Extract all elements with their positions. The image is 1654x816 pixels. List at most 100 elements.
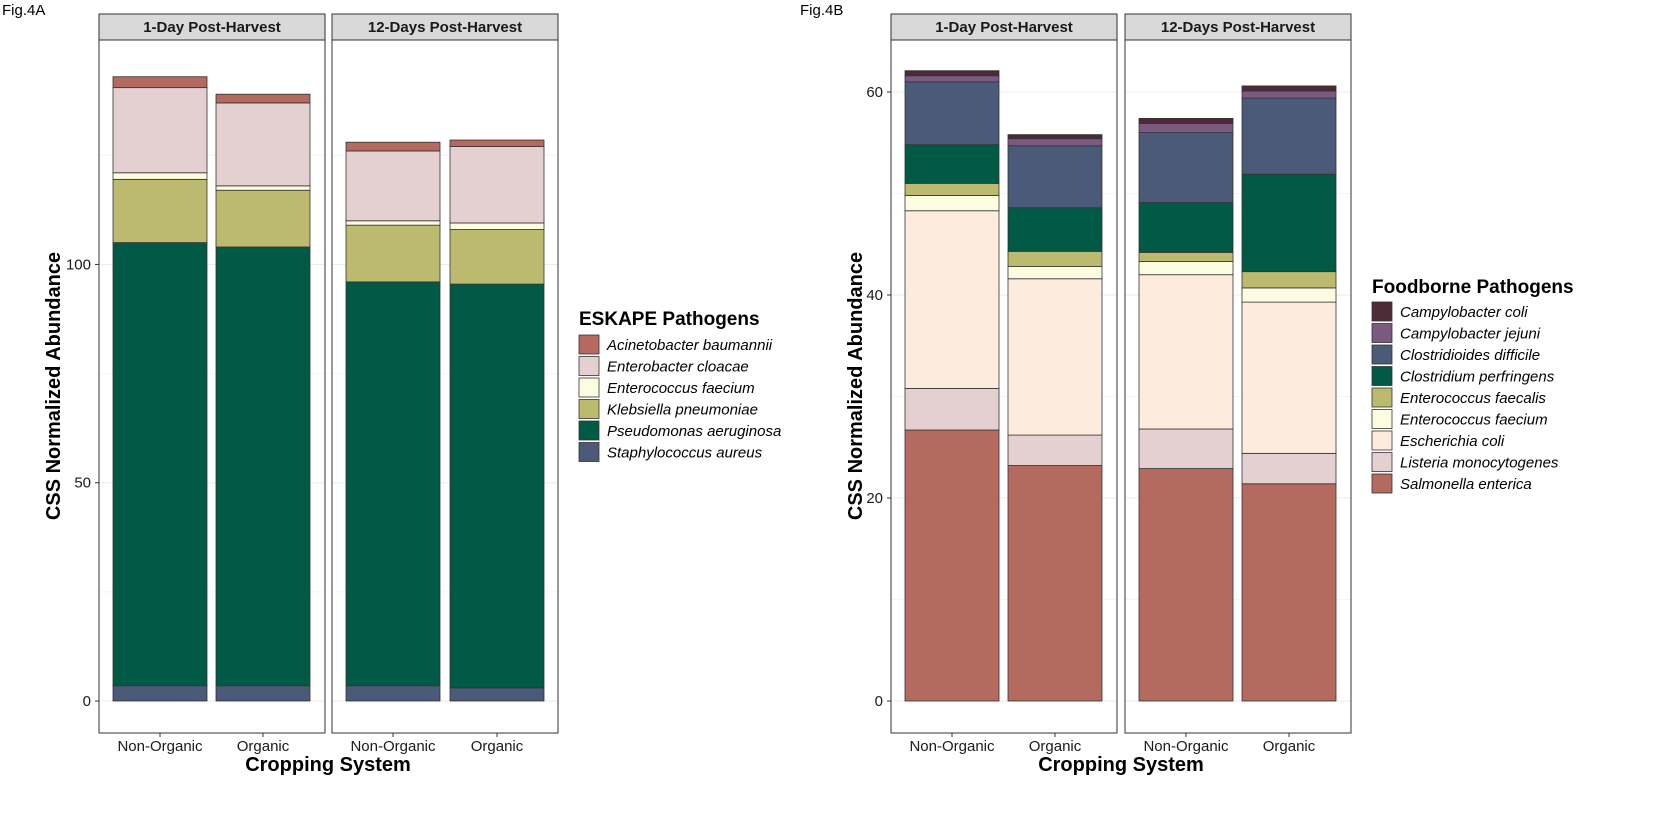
y-tick-label: 40 <box>866 287 883 304</box>
bar-segment-clostridioides-difficile <box>1007 145 1103 209</box>
bar-segment-acinetobacter-baumannii <box>112 76 208 89</box>
legend-label-clostridioides-difficile: Clostridioides difficile <box>1400 347 1540 364</box>
bar-segment-enterococcus-faecalis <box>904 182 1000 196</box>
legend-label-pseudomonas-aeruginosa: Pseudomonas aeruginosa <box>607 423 781 440</box>
bar-segment-acinetobacter-baumannii <box>345 141 441 152</box>
legend-label-enterobacter-cloacae: Enterobacter cloacae <box>607 359 749 376</box>
facet-strip <box>890 13 1118 41</box>
legend-key-acinetobacter-baumannii <box>578 334 600 355</box>
bar-segment-escherichia-coli <box>1241 301 1337 454</box>
y-axis-title: CSS Normalized Abundance <box>845 252 867 520</box>
bar-segment-enterobacter-cloacae <box>215 102 311 187</box>
legend-label-enterococcus-faecium: Enterococcus faecium <box>1400 412 1548 429</box>
legend-label-klebsiella-pneumoniae: Klebsiella pneumoniae <box>607 402 758 419</box>
legend: ESKAPE Pathogens Acinetobacter baumannii E… <box>578 309 781 462</box>
legend-label-campylobacter-jejuni: Campylobacter jejuni <box>1400 326 1541 343</box>
facet-strip-label: 1-Day Post-Harvest <box>143 19 281 36</box>
bar-segment-pseudomonas-aeruginosa <box>345 281 441 687</box>
bar-segment-salmonella-enterica <box>1241 483 1337 702</box>
facet-strip <box>331 13 559 41</box>
legend-label-enterococcus-faecium: Enterococcus faecium <box>607 380 755 397</box>
bar-segment-clostridium-perfringens <box>904 144 1000 184</box>
bar-segment-staphylococcus-aureus <box>449 687 545 702</box>
facet-panel: 12-Days Post-Harvest Non-Organic Organic <box>331 13 559 755</box>
legend-label-acinetobacter-baumannii: Acinetobacter baumannii <box>606 337 773 354</box>
bar-segment-acinetobacter-baumannii <box>215 93 311 104</box>
bar-segment-enterobacter-cloacae <box>112 87 208 174</box>
legend-key-enterococcus-faecalis <box>1371 387 1393 408</box>
x-tick-label: Organic <box>237 738 290 755</box>
figure-fig-4a: Fig.4A 1-Day Post-Harvest Non-Organic Organ… <box>2 2 781 776</box>
bar-segment-campylobacter-coli <box>904 70 1000 77</box>
legend-key-campylobacter-jejuni <box>1371 323 1393 343</box>
bar-segment-enterococcus-faecalis <box>1241 271 1337 289</box>
bar-segment-clostridioides-difficile <box>1138 132 1234 204</box>
x-tick-label: Organic <box>471 738 524 755</box>
bar-segment-campylobacter-coli <box>1138 117 1234 124</box>
x-tick-label: Organic <box>1029 738 1082 755</box>
y-tick-label: 0 <box>875 693 883 710</box>
legend-key-escherichia-coli <box>1371 430 1393 451</box>
legend-key-enterococcus-faecium <box>1371 409 1393 429</box>
legend-key-klebsiella-pneumoniae <box>578 399 600 419</box>
bar-segment-enterococcus-faecium <box>345 220 441 226</box>
bar-segment-clostridium-perfringens <box>1138 202 1234 253</box>
facet-panel: 1-Day Post-Harvest Non-Organic Organic <box>890 13 1118 755</box>
legend-key-enterococcus-faecium <box>578 377 600 398</box>
bar-segment-acinetobacter-baumannii <box>449 139 545 147</box>
bar-segment-campylobacter-jejuni <box>1241 90 1337 99</box>
bar-segment-clostridioides-difficile <box>904 81 1000 146</box>
bar-segment-enterococcus-faecium <box>112 172 208 180</box>
x-tick-label: Non-Organic <box>350 738 436 755</box>
bar-segment-campylobacter-coli <box>1241 85 1337 92</box>
bar-segment-campylobacter-jejuni <box>1138 123 1234 133</box>
bar-segment-staphylococcus-aureus <box>112 685 208 702</box>
bar-segment-enterococcus-faecium <box>904 195 1000 212</box>
bar-segment-pseudomonas-aeruginosa <box>112 242 208 687</box>
legend-key-pseudomonas-aeruginosa <box>578 420 600 441</box>
bar-segment-listeria-monocytogenes <box>1241 452 1337 485</box>
legend-key-clostridium-perfringens <box>1371 366 1393 386</box>
bar-segment-clostridium-perfringens <box>1007 207 1103 252</box>
facet-strip <box>98 13 326 41</box>
legend: Foodborne Pathogens Campylobacter coli Cam… <box>1371 277 1574 494</box>
bar-segment-enterococcus-faecium <box>449 222 545 230</box>
bar-segment-klebsiella-pneumoniae <box>112 178 208 244</box>
bar-segment-clostridioides-difficile <box>1241 97 1337 175</box>
y-tick-label: 100 <box>66 256 91 273</box>
bar-segment-enterobacter-cloacae <box>449 146 545 224</box>
x-tick-label: Non-Organic <box>1143 738 1229 755</box>
legend-label-campylobacter-coli: Campylobacter coli <box>1400 304 1528 321</box>
bar-segment-enterococcus-faecium <box>1007 266 1103 280</box>
bar-segment-pseudomonas-aeruginosa <box>449 283 545 689</box>
bar-segment-salmonella-enterica <box>1138 468 1234 702</box>
bar-segment-escherichia-coli <box>904 210 1000 389</box>
legend-key-salmonella-enterica <box>1371 473 1393 494</box>
bar-segment-klebsiella-pneumoniae <box>215 189 311 248</box>
bar-segment-enterococcus-faecalis <box>1138 251 1234 262</box>
bar-segment-enterococcus-faecalis <box>1007 250 1103 267</box>
bar-segment-salmonella-enterica <box>1007 465 1103 702</box>
bar-segment-staphylococcus-aureus <box>215 685 311 702</box>
bar-segment-klebsiella-pneumoniae <box>449 229 545 285</box>
legend-label-salmonella-enterica: Salmonella enterica <box>1400 476 1532 493</box>
legend-key-staphylococcus-aureus <box>578 442 600 462</box>
legend-title: Foodborne Pathogens <box>1372 277 1574 298</box>
bar-segment-listeria-monocytogenes <box>904 387 1000 431</box>
legend-key-clostridioides-difficile <box>1371 344 1393 365</box>
x-tick-label: Non-Organic <box>909 738 995 755</box>
figure-label: Fig.4B <box>800 2 843 19</box>
legend-label-enterococcus-faecalis: Enterococcus faecalis <box>1400 390 1546 407</box>
bar-segment-clostridium-perfringens <box>1241 173 1337 273</box>
y-tick-label: 50 <box>74 475 91 492</box>
x-tick-label: Non-Organic <box>117 738 203 755</box>
facet-panel: 12-Days Post-Harvest Non-Organic Organic <box>1124 13 1352 755</box>
legend-key-listeria-monocytogenes <box>1371 452 1393 472</box>
y-tick-label: 20 <box>866 490 883 507</box>
legend-key-enterobacter-cloacae <box>578 356 600 376</box>
legend-key-campylobacter-coli <box>1371 301 1393 322</box>
bar-segment-enterococcus-faecium <box>215 185 311 191</box>
bar-segment-enterococcus-faecium <box>1241 287 1337 303</box>
bar-segment-listeria-monocytogenes <box>1138 428 1234 469</box>
